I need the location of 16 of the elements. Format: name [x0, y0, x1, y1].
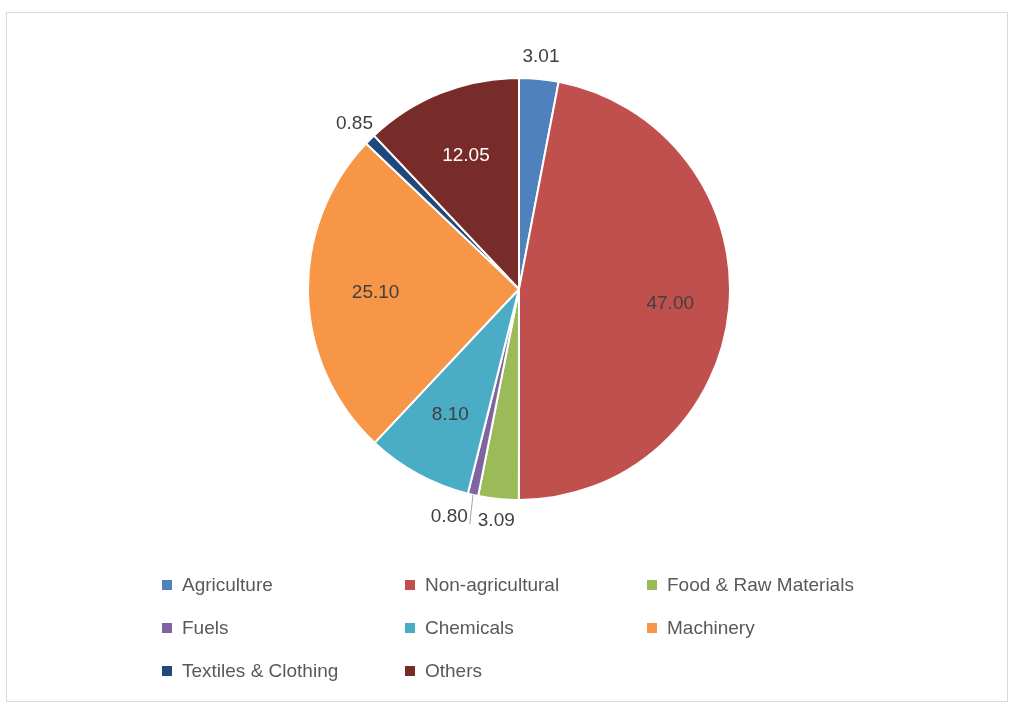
- data-label: 47.00: [646, 291, 695, 313]
- data-label: 25.10: [351, 281, 400, 303]
- data-label: 0.80: [430, 504, 468, 526]
- legend-label: Non-agricultural: [424, 574, 561, 596]
- legend-label: Food & Raw Materials: [666, 574, 855, 596]
- data-label: 3.01: [522, 45, 560, 67]
- legend-label: Agriculture: [181, 574, 274, 596]
- legend-label: Chemicals: [424, 617, 515, 639]
- data-label: 12.05: [442, 143, 490, 165]
- legend-label: Textiles & Clothing: [181, 660, 340, 682]
- legend-label: Machinery: [666, 617, 756, 639]
- legend-label: Others: [424, 660, 484, 682]
- data-label: 3.09: [477, 509, 515, 531]
- data-label: 8.10: [431, 403, 469, 425]
- data-label: 0.85: [336, 112, 373, 134]
- legend-label: Fuels: [181, 617, 230, 639]
